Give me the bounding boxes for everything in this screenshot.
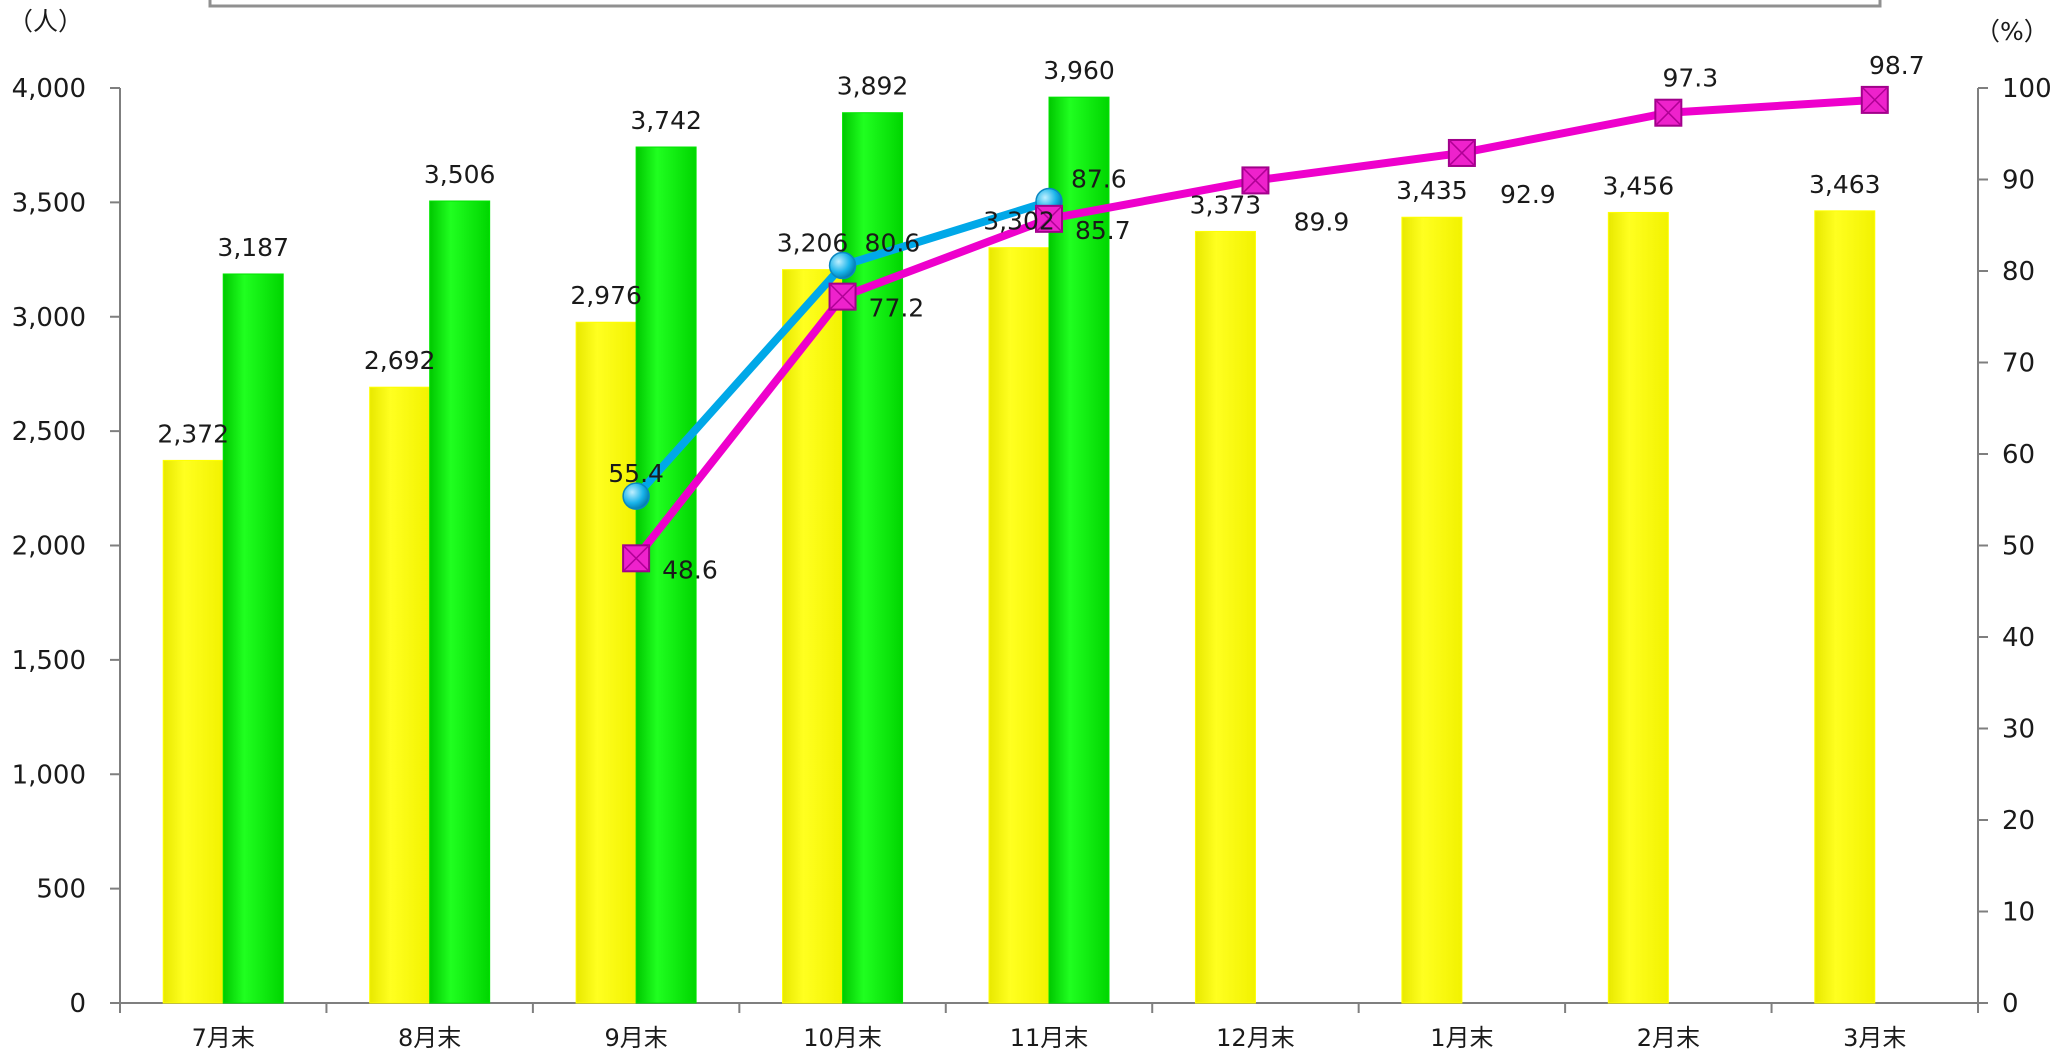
line-point-magenta [1241, 166, 1270, 195]
line-value-label: 55.4 [608, 459, 664, 488]
line-value-label: 89.9 [1294, 207, 1350, 236]
right-tick-label: 80 [2002, 257, 2035, 287]
bar-green [429, 200, 491, 1004]
left-axis-unit: （人） [8, 7, 83, 36]
right-tick-label: 10 [2002, 898, 2035, 928]
legend-box [208, 0, 1882, 8]
right-tick-label: 30 [2002, 715, 2035, 745]
line-value-label: 92.9 [1500, 180, 1556, 209]
left-tick-label: 2,500 [12, 417, 86, 447]
bar-yellow [1401, 216, 1463, 1004]
left-tick-label: 1,000 [12, 760, 86, 790]
line-value-label: 77.2 [869, 294, 925, 323]
right-tick-label: 100 [2002, 74, 2052, 104]
line-point-blue [828, 251, 857, 280]
left-tick-label: 0 [69, 989, 86, 1019]
left-tick-label: 2,000 [12, 532, 86, 562]
bar-yellow [369, 386, 431, 1004]
bars [162, 96, 1876, 1004]
lines [622, 85, 1889, 573]
left-tick-label: 3,000 [12, 303, 86, 333]
bar-value-label: 3,373 [1190, 190, 1262, 219]
x-tick-label: 3月末 [1843, 1024, 1906, 1052]
right-tick-label: 60 [2002, 440, 2035, 470]
left-tick-label: 500 [36, 875, 86, 905]
bar-yellow [988, 247, 1050, 1004]
bar-value-label: 3,456 [1603, 171, 1675, 200]
x-tick-label: 10月末 [803, 1024, 882, 1052]
line-point-magenta [1447, 138, 1476, 167]
left-tick-label: 3,500 [12, 188, 86, 218]
x-tick-label: 2月末 [1637, 1024, 1700, 1052]
line-point-magenta [1035, 204, 1063, 233]
bar-yellow [1194, 230, 1256, 1004]
line-point-magenta [828, 282, 857, 311]
bar-value-label: 3,463 [1809, 170, 1881, 199]
bar-value-label: 3,506 [424, 160, 496, 189]
bar-value-label: 3,435 [1396, 176, 1468, 205]
bar-value-label: 2,976 [570, 281, 642, 310]
bar-yellow [1814, 210, 1876, 1004]
data-labels: 2,372 2,692 2,976 3,206 3,302 3,373 3,435 3,456… [157, 51, 1924, 584]
right-tick-label: 70 [2002, 349, 2035, 379]
bar-value-label: 3,187 [217, 233, 289, 262]
line-value-label: 85.7 [1075, 216, 1131, 245]
line-value-label: 48.6 [662, 555, 718, 584]
bar-value-label: 3,960 [1043, 56, 1115, 85]
left-tick-label: 1,500 [12, 646, 86, 676]
left-tick-label: 4,000 [12, 74, 86, 104]
x-tick-label: 7月末 [192, 1024, 255, 1052]
line-point-magenta [1860, 85, 1889, 114]
bar-green [222, 273, 284, 1004]
right-tick-label: 40 [2002, 623, 2035, 653]
line-point-blue [622, 482, 650, 510]
line-value-label: 98.7 [1869, 51, 1925, 80]
bar-yellow [575, 321, 637, 1004]
bar-value-label: 3,206 [777, 229, 849, 258]
line-value-label: 87.6 [1071, 164, 1127, 193]
right-tick-label: 20 [2002, 806, 2035, 836]
right-tick-label: 0 [2002, 989, 2019, 1019]
x-tick-label: 1月末 [1430, 1024, 1493, 1052]
x-tick-label: 8月末 [398, 1024, 461, 1052]
bar-value-label: 2,372 [157, 419, 229, 448]
bar-green [635, 146, 697, 1004]
bar-green [1048, 96, 1110, 1004]
bar-yellow [1607, 211, 1669, 1004]
line-value-label: 97.3 [1662, 64, 1718, 93]
bar-yellow [782, 269, 844, 1004]
bar-yellow [162, 459, 224, 1004]
axes: 0 500 1,000 1,500 2,000 2,500 3,000 3,500 4,000 0… [12, 74, 2052, 1052]
bar-value-label: 2,692 [364, 346, 436, 375]
line-point-magenta [622, 544, 651, 573]
x-tick-label: 12月末 [1216, 1024, 1295, 1052]
bar-value-label: 3,892 [837, 72, 909, 101]
right-tick-label: 90 [2002, 166, 2035, 196]
line-point-magenta [1654, 98, 1683, 127]
x-tick-label: 9月末 [604, 1024, 667, 1052]
right-axis-unit: （%） [1975, 17, 2049, 46]
x-tick-label: 11月末 [1010, 1024, 1089, 1052]
bar-value-label: 3,742 [630, 106, 702, 135]
line-value-label: 80.6 [865, 229, 921, 258]
right-tick-label: 50 [2002, 532, 2035, 562]
bar-value-label: 3,302 [983, 207, 1055, 236]
